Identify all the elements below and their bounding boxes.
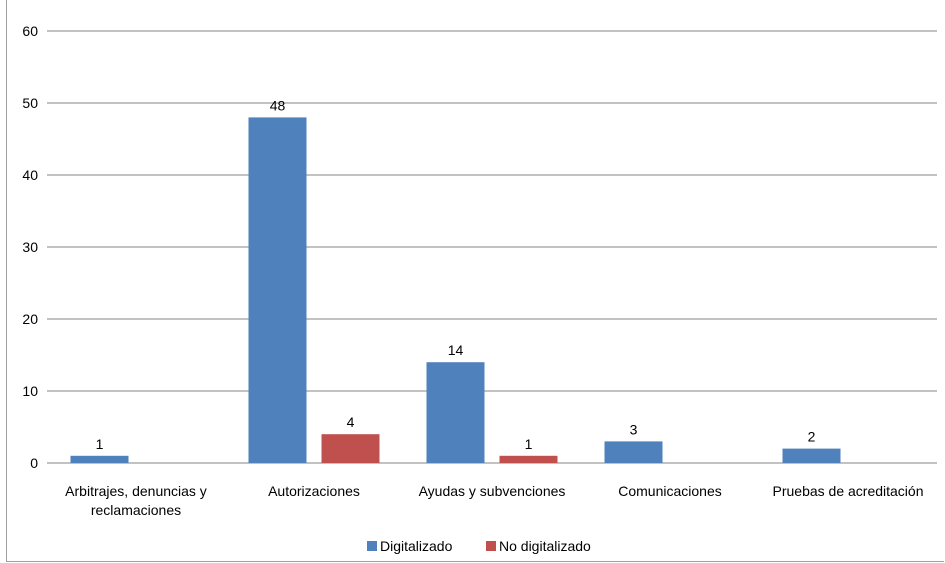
bar-no-digitalizado xyxy=(499,455,558,463)
category-label: reclamaciones xyxy=(91,502,181,518)
y-tick-label: 0 xyxy=(30,455,38,471)
data-label: 3 xyxy=(630,421,638,437)
data-label: 4 xyxy=(347,414,355,430)
bar-no-digitalizado xyxy=(321,434,380,463)
y-tick-label: 10 xyxy=(22,383,38,399)
bar-digitalizado xyxy=(248,117,307,464)
category-label: Autorizaciones xyxy=(268,483,360,499)
category-label: Comunicaciones xyxy=(618,483,722,499)
bar-digitalizado xyxy=(782,448,841,463)
legend-label: Digitalizado xyxy=(380,538,453,554)
category-label: Pruebas de acreditación xyxy=(773,483,924,499)
y-tick-label: 60 xyxy=(22,23,38,39)
y-tick-label: 40 xyxy=(22,167,38,183)
legend-swatch xyxy=(367,541,377,551)
category-label: Ayudas y subvenciones xyxy=(419,483,566,499)
bar-digitalizado xyxy=(426,362,485,463)
y-tick-label: 50 xyxy=(22,95,38,111)
chart-frame xyxy=(6,0,944,562)
data-label: 1 xyxy=(525,436,533,452)
data-label: 2 xyxy=(808,429,816,445)
bar-digitalizado xyxy=(604,441,663,463)
data-label: 48 xyxy=(270,97,286,113)
category-label: Arbitrajes, denuncias y xyxy=(65,483,207,499)
data-label: 1 xyxy=(96,436,104,452)
y-tick-label: 30 xyxy=(22,239,38,255)
y-tick-label: 20 xyxy=(22,311,38,327)
bar-digitalizado xyxy=(70,455,129,463)
data-label: 14 xyxy=(448,342,464,358)
legend-label: No digitalizado xyxy=(499,538,591,554)
legend-swatch xyxy=(486,541,496,551)
